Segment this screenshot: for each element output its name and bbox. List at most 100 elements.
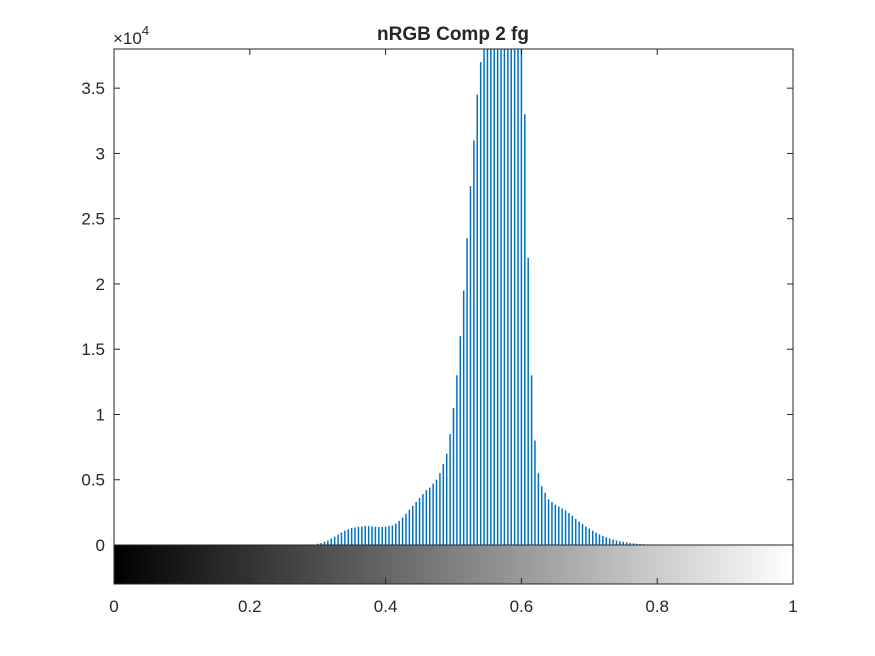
- histogram-bar: [432, 483, 434, 545]
- y-tick-label: 1: [96, 405, 105, 424]
- histogram-bar: [323, 541, 326, 545]
- histogram-bar: [578, 521, 580, 545]
- histogram-bar: [456, 375, 458, 545]
- histogram-bar: [534, 440, 536, 545]
- histogram-bar: [316, 543, 319, 545]
- histogram-bar: [469, 186, 472, 545]
- histogram-bar: [639, 543, 641, 545]
- histogram-bar: [347, 529, 349, 545]
- histogram-bar: [459, 336, 462, 545]
- x-tick-label: 0.6: [510, 597, 534, 616]
- histogram-bar: [340, 532, 343, 545]
- histogram-bar: [350, 528, 353, 545]
- histogram-bar: [571, 515, 574, 545]
- chart-title: nRGB Comp 2 fg: [377, 24, 529, 45]
- histogram-bar: [602, 535, 604, 545]
- histogram-bar: [490, 49, 492, 545]
- histogram-bar: [344, 530, 346, 545]
- y-tick-label: 0: [96, 536, 105, 555]
- histogram-bar: [591, 530, 594, 545]
- y-tick-label: 3: [96, 144, 105, 163]
- histogram-bar: [415, 501, 417, 545]
- histogram-bar: [462, 290, 465, 545]
- histogram-bar: [476, 94, 479, 545]
- histogram-bar: [330, 538, 333, 545]
- histogram-bar: [537, 473, 540, 545]
- histogram-bar: [493, 49, 495, 545]
- histogram-bar: [612, 539, 614, 545]
- y-tick-label: 2: [96, 275, 105, 294]
- histogram-bar: [507, 49, 509, 545]
- histogram-bar: [327, 540, 329, 545]
- histogram-bar: [625, 542, 628, 545]
- histogram-bar: [517, 49, 519, 545]
- histogram-bar: [595, 532, 597, 545]
- histogram-bar: [588, 528, 591, 545]
- histogram-bar: [473, 140, 475, 545]
- histogram-bar: [320, 543, 322, 545]
- y-axis: 0 0.5 1 1.5 2 2.5 3 3.5: [81, 79, 793, 555]
- histogram-bar: [384, 526, 387, 545]
- histogram-bar: [500, 49, 502, 545]
- x-tick-label: 1: [788, 597, 797, 616]
- histogram-bar: [574, 518, 577, 545]
- histogram-bar: [452, 407, 455, 545]
- histogram-bar: [554, 504, 557, 545]
- histogram-bar: [585, 526, 587, 545]
- histogram-bar: [333, 536, 336, 545]
- y-tick-label: 3.5: [81, 79, 105, 98]
- histogram-bar: [608, 538, 611, 545]
- histogram-bar: [378, 526, 380, 545]
- histogram-bar: [564, 510, 567, 545]
- histogram-bar: [510, 49, 512, 545]
- x-tick-label: 0.4: [374, 597, 398, 616]
- histogram-bar: [428, 487, 431, 545]
- histogram-bar: [541, 486, 543, 545]
- histogram-bar: [425, 490, 428, 545]
- histogram-bar: [622, 541, 624, 545]
- histogram-bar: [449, 434, 451, 545]
- histogram-bar: [568, 513, 570, 545]
- x-tick-label: 0.8: [645, 597, 669, 616]
- histogram-bar: [401, 517, 404, 545]
- plot-area-frame: [113, 48, 794, 585]
- y-tick-label: 0.5: [81, 471, 105, 490]
- histogram-bar: [367, 526, 370, 545]
- histogram-bar: [561, 508, 563, 545]
- histogram-bar: [530, 375, 533, 545]
- histogram-bar: [520, 49, 523, 545]
- histogram-bar: [524, 114, 526, 545]
- histogram-bar: [357, 526, 360, 545]
- grayscale-colorbar: [113, 544, 794, 585]
- histogram-bar: [496, 49, 499, 545]
- histogram-bar: [558, 506, 560, 545]
- histogram-bar: [581, 524, 584, 545]
- histogram-bar: [395, 523, 397, 545]
- histogram-bar: [632, 543, 635, 545]
- histogram-bar: [547, 499, 550, 545]
- histogram-bar: [619, 541, 621, 545]
- y-tick-label: 1.5: [81, 340, 105, 359]
- histogram-bar: [408, 509, 411, 545]
- histogram-bar: [544, 492, 546, 545]
- x-tick-label: 0.2: [238, 597, 262, 616]
- histogram-bar: [422, 494, 424, 545]
- x-axis: 0 0.2 0.4 0.6 0.8 1: [109, 49, 798, 616]
- histogram-bar: [615, 540, 618, 545]
- histogram-bar: [503, 49, 506, 545]
- histogram-bar: [445, 453, 448, 545]
- histogram-bar: [598, 534, 601, 545]
- histogram-bar: [466, 238, 468, 545]
- histogram-bar: [412, 505, 414, 545]
- histogram-bar: [381, 526, 383, 545]
- histogram-bar: [439, 473, 441, 545]
- y-tick-label: 2.5: [81, 210, 105, 229]
- histogram-bar: [479, 62, 482, 545]
- histogram-bar: [551, 501, 553, 545]
- histogram-bar: [483, 49, 485, 545]
- histogram-bar: [442, 464, 445, 545]
- histogram-bar: [337, 534, 339, 545]
- histogram-bar: [605, 537, 608, 545]
- histogram-bar: [629, 542, 631, 545]
